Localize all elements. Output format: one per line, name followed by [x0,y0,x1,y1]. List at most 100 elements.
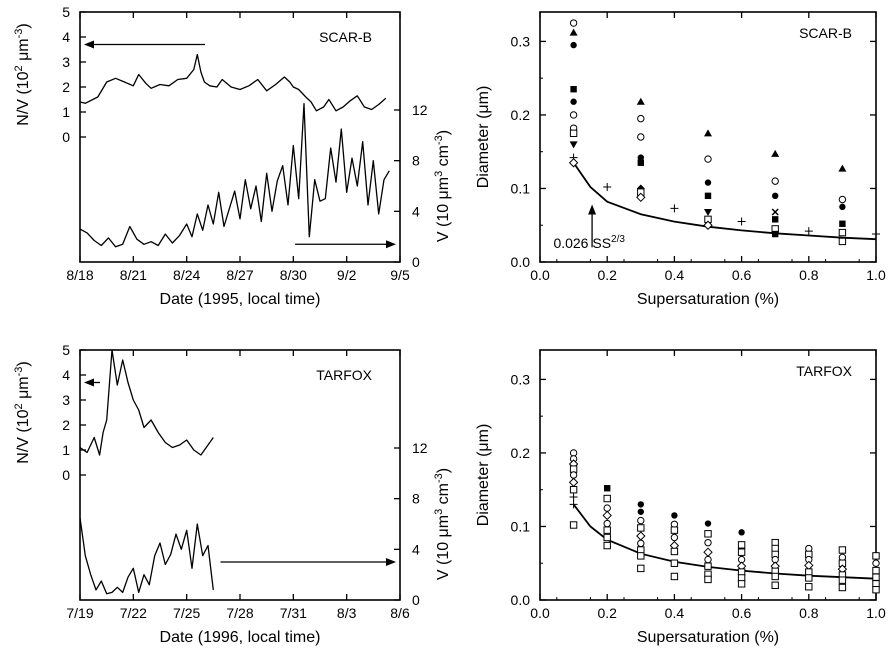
x-tick-label: 1.0 [866,605,886,621]
diameter-panel-0: 0.0 0.2 0.4 0.6 0.8 1.0 0.0 0.1 0.2 0.3 SCAR-B 0.02… [475,11,886,308]
marker-open-diamond [568,158,579,168]
marker-open-circle [569,19,578,27]
marker-open-square [603,526,611,534]
marker-open-circle [637,114,645,123]
marker-triangle [838,164,847,172]
marker-open-square [569,486,578,494]
marker-triangle [704,129,712,137]
marker-open-square [704,530,712,538]
marker-open-circle [704,555,712,564]
x-tick-label: 7/28 [226,605,253,621]
marker-open-square [872,566,880,575]
marker-open-circle [670,533,679,542]
x-tick-label: 8/18 [66,267,93,283]
panel-label: SCAR-B [799,25,852,41]
marker-plus [603,183,612,191]
x-tick-label: 0.8 [799,267,819,283]
marker-triangle [771,149,780,157]
x-axis-label: Date (1996, local time) [160,629,321,646]
marker-open-square [603,533,611,542]
marker-filled-circle [637,154,644,161]
right-tick-label: 8 [412,491,420,507]
y-tick-label: 0.1 [511,180,531,196]
x-tick-label: 9/5 [390,267,410,283]
x-tick-label: 0.8 [799,605,819,621]
right-tick-label: 0 [412,254,420,270]
marker-open-square [838,228,847,237]
marker-filled-circle [671,512,678,519]
y-tick-label: 0.0 [511,592,531,608]
marker-filled-circle [570,98,577,105]
marker-open-diamond [804,560,814,571]
marker-open-square [805,574,813,582]
marker-open-diamond [568,477,579,488]
marker-plus [569,500,578,509]
x-tick-label: 0.2 [597,605,617,621]
marker-plus [737,217,746,226]
marker-open-circle [569,471,578,479]
right-axis-label: V (10 μm3 cm-3) [433,130,452,242]
marker-open-square [670,547,679,556]
marker-open-square [872,586,880,594]
marker-filled-square [772,216,779,223]
marker-filled-circle [570,41,577,49]
marker-open-circle [704,538,712,547]
marker-plus [670,204,679,213]
x-tick-label: 9/2 [337,267,357,283]
marker-open-square [637,524,645,532]
left-tick-label: 2 [62,79,70,95]
y-tick-label: 0.2 [511,445,531,461]
x-tick-label: 1.0 [866,267,886,283]
marker-open-circle [603,504,611,512]
x-tick-label: 0.6 [732,605,752,621]
left-arrowhead [84,40,94,49]
marker-open-square [637,564,645,573]
marker-plus [804,227,813,236]
marker-open-circle [637,516,645,525]
marker-open-circle [637,539,645,548]
marker-open-circle [771,177,779,185]
marker-open-diamond [703,220,713,230]
right-tick-label: 4 [412,203,420,219]
x-axis-label: Date (1995, local time) [160,291,321,308]
y-axis-label: Diameter (μm) [475,424,492,527]
x-tick-label: 8/3 [337,605,357,621]
left-arrowhead [84,378,94,387]
marker-filled-square [570,86,577,93]
marker-filled-square [839,220,846,227]
y-tick-label: 0.3 [511,33,531,49]
x-axis-label: Supersaturation (%) [637,291,779,308]
x-tick-label: 7/25 [173,605,200,621]
right-tick-label: 12 [412,440,428,456]
marker-plus [569,493,578,502]
x-tick-label: 8/24 [173,267,200,283]
marker-triangle [636,97,645,105]
marker-filled-circle [738,529,745,536]
nv-series-line [79,349,214,456]
marker-open-square [637,552,645,560]
marker-open-circle [569,111,578,119]
marker-open-square [670,559,679,567]
marker-filled-circle [772,192,779,200]
marker-open-square [737,580,746,588]
annotation-arrowhead [588,204,597,215]
annotation-label-base: 0.026 SS [553,235,611,251]
marker-open-square [737,541,746,549]
marker-open-diamond [703,547,713,557]
marker-open-circle [704,155,712,163]
right-tick-label: 4 [412,541,420,557]
marker-open-diamond [636,192,646,203]
panel-label: TARFOX [796,363,852,379]
marker-filled-square [637,159,644,166]
annotation-label: 0.026 SS2/3 [553,234,625,251]
right-axis-label: V (10 μm3 cm-3) [433,468,452,580]
marker-triangle-down [569,141,578,149]
y-tick-label: 0.3 [511,371,531,387]
marker-open-square [838,237,847,246]
x-tick-label: 8/27 [226,267,253,283]
marker-open-square [670,526,679,534]
annotation-label-exponent: 2/3 [611,234,625,245]
marker-filled-circle [839,203,846,211]
marker-open-square [805,583,813,591]
